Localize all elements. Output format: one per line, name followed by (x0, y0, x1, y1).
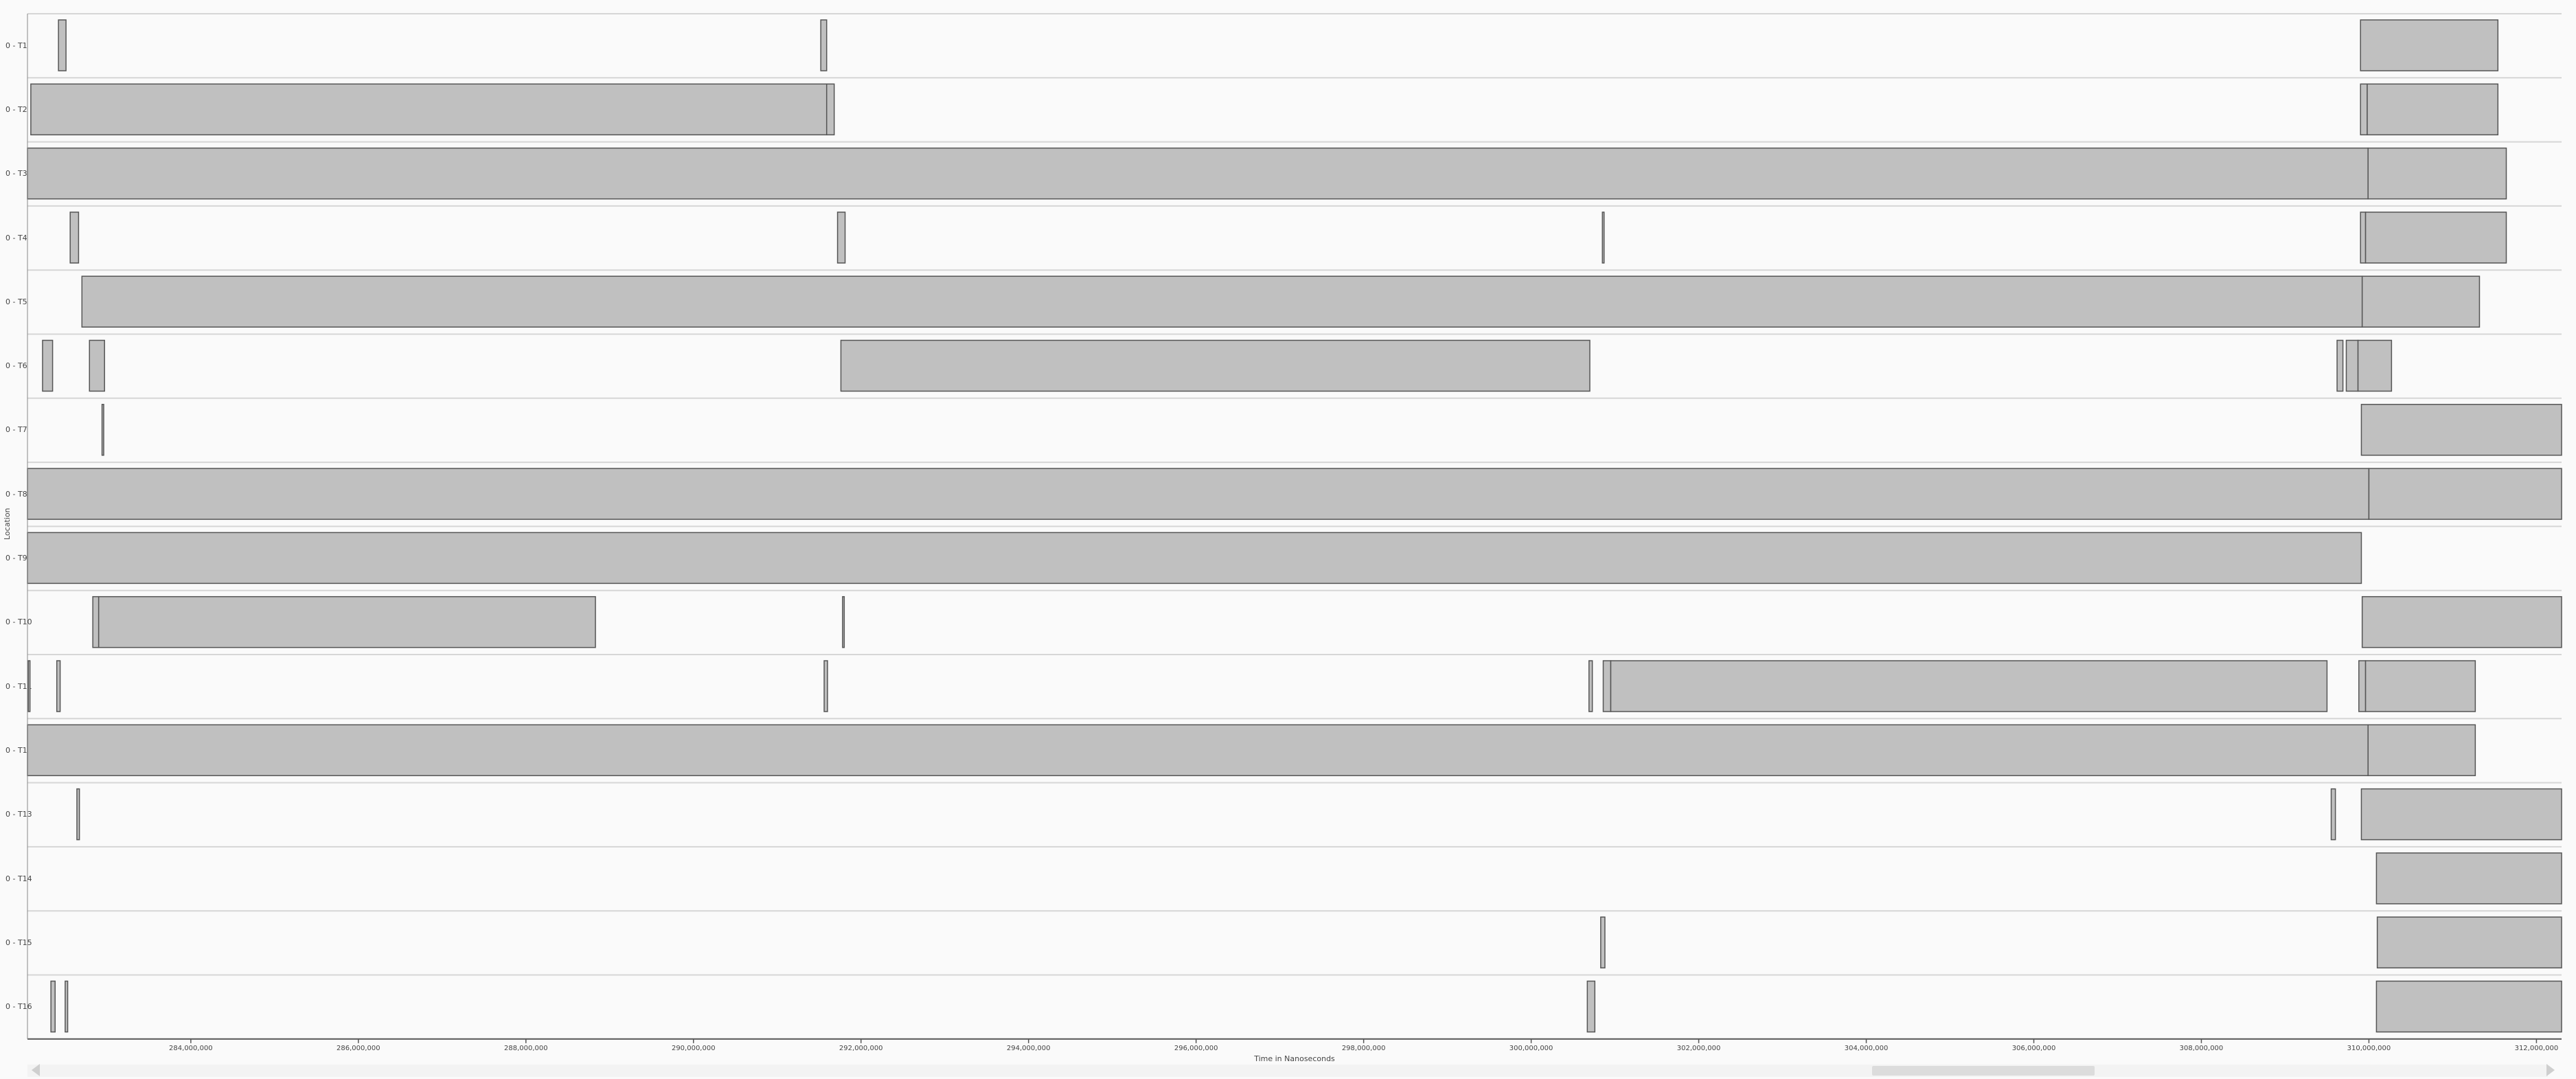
timeline-segment[interactable] (92, 595, 100, 648)
timeline-segment[interactable] (2360, 404, 2562, 456)
x-tick-label: 294,000,000 (1006, 1044, 1051, 1052)
row-label: 0 - T15 (5, 938, 32, 947)
timeline-segment[interactable] (836, 212, 846, 264)
x-tick-label: 298,000,000 (1341, 1044, 1386, 1052)
timeline-segment[interactable] (2367, 83, 2499, 136)
timeline-segment[interactable] (1610, 660, 2328, 712)
timeline-segment[interactable] (2375, 852, 2562, 905)
timeline-segment[interactable] (2357, 339, 2393, 392)
scrollbar-thumb[interactable] (1872, 1066, 2095, 1076)
x-tick-label: 306,000,000 (2011, 1044, 2056, 1052)
timeline-segment[interactable] (69, 212, 80, 264)
timeline-segment[interactable] (2345, 339, 2359, 392)
timeline-segment[interactable] (2360, 83, 2368, 136)
row-label: 0 - T12 (5, 745, 32, 755)
x-tick-label: 302,000,000 (1676, 1044, 1721, 1052)
timeline-segment[interactable] (27, 468, 2370, 520)
x-tick-label: 288,000,000 (503, 1044, 548, 1052)
timeline-segment[interactable] (1602, 660, 1612, 712)
row-label: 0 - T9 (5, 554, 27, 563)
row-label: 0 - T4 (5, 233, 27, 242)
chevron-left-icon[interactable] (32, 1064, 40, 1076)
timeline-segment[interactable] (2361, 595, 2562, 648)
timeline-segment[interactable] (42, 339, 54, 392)
timeline-segment[interactable] (823, 660, 828, 712)
timeline-segment[interactable] (89, 339, 105, 392)
timeline-segment[interactable] (2364, 660, 2476, 712)
timeline-segment[interactable] (2376, 916, 2562, 968)
timeline-segment[interactable] (2375, 980, 2562, 1033)
timeline-segment[interactable] (2367, 724, 2476, 777)
x-tick-label: 296,000,000 (1174, 1044, 1218, 1052)
x-tick-label: 308,000,000 (2179, 1044, 2224, 1052)
row-label: 0 - T11 (5, 681, 32, 691)
timeline-segment[interactable] (2360, 19, 2499, 71)
row-label: 0 - T6 (5, 361, 27, 371)
x-tick-label: 290,000,000 (671, 1044, 716, 1052)
timeline-segment[interactable] (825, 83, 835, 136)
timeline-segment[interactable] (81, 275, 2363, 328)
timeline-segment[interactable] (840, 339, 1591, 392)
timeline-segment[interactable] (2358, 660, 2367, 712)
x-tick-label: 310,000,000 (2347, 1044, 2391, 1052)
timeline-segment[interactable] (2361, 275, 2481, 328)
row-label: 0 - T8 (5, 489, 27, 499)
row-label: 0 - T10 (5, 617, 32, 627)
x-tick-label: 284,000,000 (169, 1044, 213, 1052)
row-label: 0 - T14 (5, 874, 32, 883)
x-tick-label: 292,000,000 (839, 1044, 883, 1052)
timeline-segment[interactable] (27, 724, 2369, 777)
horizontal-scrollbar[interactable] (27, 1065, 2548, 1077)
row-label: 0 - T16 (5, 1002, 32, 1012)
timeline-segment[interactable] (1586, 980, 1596, 1033)
timeline-segment[interactable] (1602, 212, 1605, 264)
row-label: 0 - T2 (5, 104, 27, 114)
x-tick-label: 300,000,000 (1509, 1044, 1553, 1052)
timeline-segment[interactable] (65, 980, 69, 1033)
timeline-segment[interactable] (50, 980, 56, 1033)
timeline-segment[interactable] (1588, 660, 1593, 712)
timeline-segment[interactable] (2360, 788, 2562, 841)
timeline-segment[interactable] (101, 404, 104, 456)
timeline-segment[interactable] (2368, 468, 2562, 520)
timeline-segment[interactable] (30, 83, 828, 136)
timeline-segment[interactable] (2367, 147, 2507, 200)
timeline-segment[interactable] (820, 19, 828, 71)
timeline-segment[interactable] (27, 532, 2362, 584)
timeline-segment[interactable] (842, 595, 845, 648)
row-label: 0 - T1 (5, 41, 27, 50)
chevron-right-icon[interactable] (2546, 1064, 2555, 1076)
timeline-segment[interactable] (2364, 212, 2507, 264)
timeline-segment[interactable] (27, 660, 31, 712)
timeline-segment[interactable] (2336, 339, 2344, 392)
timeline-segment[interactable] (58, 19, 67, 71)
timeline-segment[interactable] (98, 595, 596, 648)
timeline-segment[interactable] (1600, 916, 1606, 968)
row-label: 0 - T13 (5, 810, 32, 819)
x-tick-label: 286,000,000 (337, 1044, 380, 1052)
row-label: 0 - T5 (5, 297, 27, 306)
timeline-segment[interactable] (2360, 212, 2367, 264)
timeline-segment[interactable] (27, 147, 2369, 200)
x-tick-label: 304,000,000 (1844, 1044, 1889, 1052)
row-label: 0 - T7 (5, 425, 27, 435)
timeline-segment[interactable] (76, 788, 80, 841)
x-axis-title: Time in Nanoseconds (1254, 1054, 1335, 1063)
x-tick-label: 312,000,000 (2514, 1044, 2559, 1052)
timeline-segment[interactable] (56, 660, 61, 712)
timeline-segment[interactable] (2330, 788, 2336, 841)
row-label: 0 - T3 (5, 169, 27, 179)
